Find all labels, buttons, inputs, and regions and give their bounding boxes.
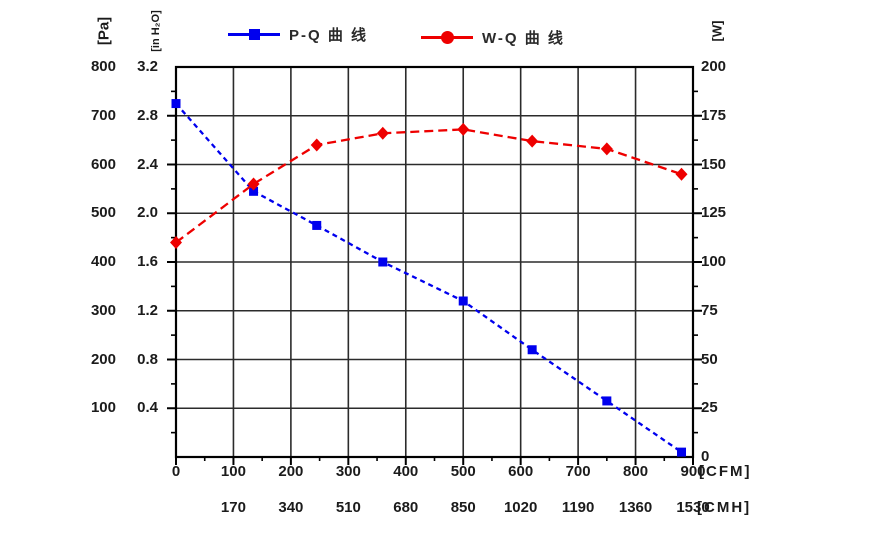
tick-label-cfm-500: 500 bbox=[450, 463, 476, 480]
tick-label-cmh-1190: 1190 bbox=[561, 499, 595, 516]
tick-label-pa-700: 700 bbox=[90, 106, 116, 124]
tick-label-cmh-1020: 1020 bbox=[503, 499, 538, 516]
tick-label-w-50: 50 bbox=[701, 350, 718, 368]
tick-label-cmh-510: 510 bbox=[335, 499, 361, 516]
tick-label-inh2o-1.2: 1.2 bbox=[137, 301, 158, 319]
tick-label-cfm-300: 300 bbox=[335, 463, 361, 480]
tick-label-inh2o-3.2: 3.2 bbox=[137, 58, 158, 75]
x-axis-unit-cmh: [CMH] bbox=[697, 499, 752, 516]
tick-label-inh2o-2.4: 2.4 bbox=[137, 155, 158, 173]
tick-label-inh2o-2.8: 2.8 bbox=[137, 106, 158, 124]
tick-label-cfm-800: 800 bbox=[623, 463, 649, 480]
tick-label-inh2o-0.4: 0.4 bbox=[137, 399, 158, 417]
x-axis-unit-cfm: [CFM] bbox=[699, 463, 752, 480]
tick-label-cfm-900: 900 bbox=[680, 463, 706, 480]
legend-entry-pq: P-Q 曲 线 bbox=[228, 24, 368, 44]
tick-label-w-125: 125 bbox=[701, 204, 727, 222]
legend-entry-wq: W-Q 曲 线 bbox=[421, 27, 565, 47]
wq-legend-swatch bbox=[421, 27, 473, 47]
tick-label-cfm-200: 200 bbox=[278, 463, 304, 480]
tick-label-cmh-850: 850 bbox=[450, 499, 476, 516]
tick-label-w-100: 100 bbox=[701, 253, 727, 270]
tick-label-pa-600: 600 bbox=[90, 155, 116, 173]
tick-label-cfm-400: 400 bbox=[393, 463, 419, 480]
tick-label-inh2o-1.6: 1.6 bbox=[137, 253, 158, 270]
tick-label-w-25: 25 bbox=[701, 399, 718, 417]
tick-label-inh2o-0.8: 0.8 bbox=[137, 350, 158, 368]
tick-label-cmh-680: 680 bbox=[393, 499, 419, 516]
tick-label-pa-100: 100 bbox=[90, 399, 116, 417]
wq-circle-marker-icon bbox=[441, 31, 454, 44]
tick-label-w-0: 0 bbox=[701, 448, 710, 465]
tick-label-cfm-700: 700 bbox=[565, 463, 591, 480]
tick-label-pa-400: 400 bbox=[90, 253, 116, 270]
tick-label-pa-200: 200 bbox=[90, 350, 116, 368]
tick-label-inh2o-2.0: 2.0 bbox=[137, 204, 158, 222]
tick-label-cmh-1530: 1530 bbox=[676, 499, 710, 516]
tick-label-cfm-0: 0 bbox=[171, 463, 181, 480]
pq-legend-swatch bbox=[228, 24, 280, 44]
tick-label-pa-300: 300 bbox=[90, 301, 116, 319]
legend-label-wq: W-Q 曲 线 bbox=[482, 29, 565, 47]
tick-label-w-150: 150 bbox=[701, 155, 727, 173]
tick-label-w-175: 175 bbox=[701, 106, 727, 124]
tick-label-w-200: 200 bbox=[701, 58, 727, 75]
tick-label-cfm-100: 100 bbox=[220, 463, 246, 480]
tick-label-cfm-600: 600 bbox=[508, 463, 534, 480]
tick-label-w-75: 75 bbox=[701, 301, 718, 319]
tick-label-cmh-170: 170 bbox=[220, 499, 246, 516]
tick-label-cmh-340: 340 bbox=[278, 499, 304, 516]
tick-label-cmh-1360: 1360 bbox=[618, 499, 653, 516]
tick-label-pa-500: 500 bbox=[90, 204, 116, 222]
tick-label-pa-800: 800 bbox=[90, 58, 116, 75]
legend-label-pq: P-Q 曲 线 bbox=[289, 26, 369, 44]
pq-square-marker-icon bbox=[249, 29, 260, 40]
